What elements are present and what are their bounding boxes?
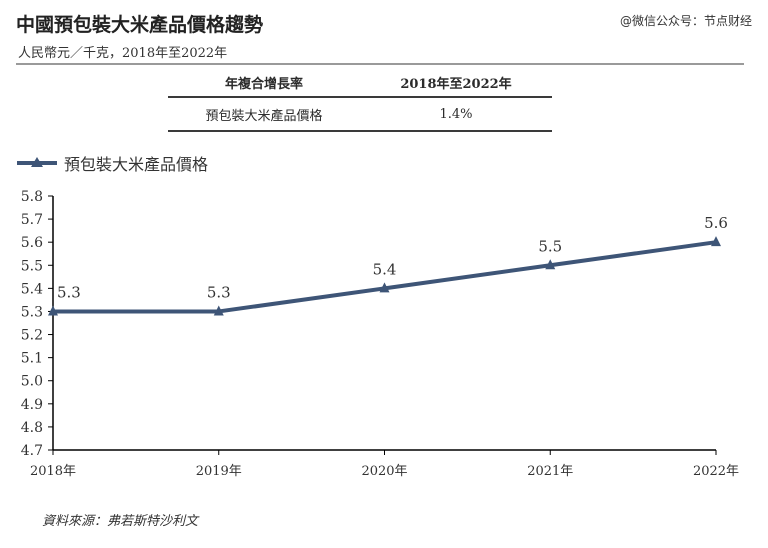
cagr-header-label: 年複合增長率 [168,68,360,98]
data-point-marker [213,305,224,316]
cagr-header-period: 2018年至2022年 [360,68,552,98]
y-tick-label: 5.5 [21,258,43,274]
chart-legend: 預包裝大米產品價格 [16,150,208,176]
cagr-row-value: 1.4% [360,97,552,132]
y-tick-label: 5.0 [21,374,43,390]
y-tick-label: 5.3 [21,304,43,320]
y-tick-label: 5.2 [21,328,43,344]
data-label: 5.3 [207,283,231,301]
cagr-table: 年複合增長率 2018年至2022年 預包裝大米產品價格 1.4% [168,68,552,132]
cagr-row-label: 預包裝大米產品價格 [168,97,360,132]
y-tick-label: 4.7 [21,443,43,459]
data-label: 5.6 [704,214,728,232]
y-tick-label: 5.1 [21,351,43,367]
y-tick-label: 5.4 [21,281,43,297]
chart-subtitle: 人民幣元／千克，2018年至2022年 [18,46,228,61]
watermark-text: @微信公众号：节点财经 [619,14,752,28]
legend-label: 預包裝大米產品價格 [64,155,209,174]
data-point-marker [545,259,556,270]
data-point-marker [379,282,390,293]
legend-line-marker-icon [17,157,57,167]
x-tick-label: 2019年 [196,464,242,479]
cagr-table-row: 預包裝大米產品價格 1.4% [168,97,552,132]
chart-title: 中國預包裝大米產品價格趨勢 [16,14,264,36]
x-tick-label: 2021年 [527,464,573,479]
data-label: 5.5 [538,237,562,255]
x-tick-label: 2018年 [30,464,76,479]
data-point-marker [711,236,721,247]
y-tick-label: 5.6 [21,235,43,251]
source-note: 資料來源：弗若斯特沙利文 [42,514,199,529]
x-tick-label: 2020年 [361,464,407,479]
y-tick-label: 5.8 [21,189,43,205]
cagr-table-header-row: 年複合增長率 2018年至2022年 [168,68,552,98]
data-label: 5.4 [373,260,397,278]
y-tick-label: 5.7 [21,212,43,228]
title-divider [16,63,744,65]
data-label: 5.3 [57,283,81,301]
x-tick-label: 2022年 [693,464,739,479]
data-point-marker [48,305,58,316]
y-tick-label: 4.9 [21,397,43,413]
y-tick-label: 4.8 [21,420,43,436]
